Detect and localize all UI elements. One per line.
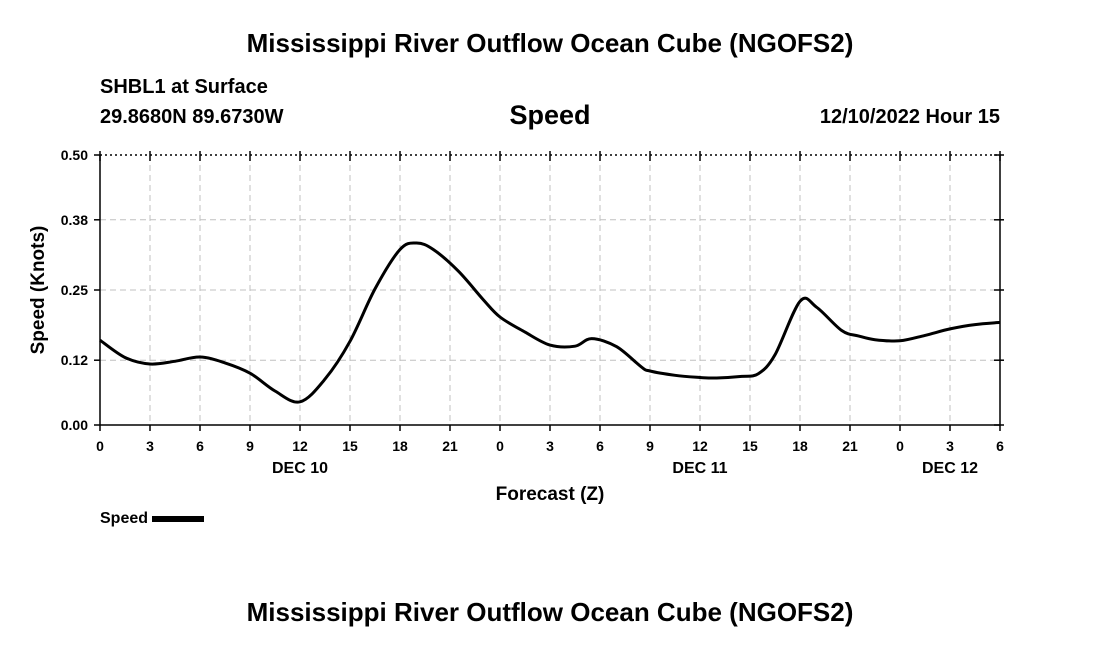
footer-title: Mississippi River Outflow Ocean Cube (NG… bbox=[246, 597, 854, 627]
x-date-label: DEC 12 bbox=[922, 460, 978, 477]
x-tick-label: 21 bbox=[842, 438, 858, 454]
x-tick-label: 21 bbox=[442, 438, 458, 454]
x-tick-label: 18 bbox=[792, 438, 808, 454]
x-tick-label: 3 bbox=[546, 438, 554, 454]
x-tick-label: 6 bbox=[996, 438, 1004, 454]
y-tick-label: 0.00 bbox=[61, 417, 88, 433]
x-tick-label: 12 bbox=[292, 438, 308, 454]
x-tick-label: 6 bbox=[196, 438, 204, 454]
x-tick-label: 12 bbox=[692, 438, 708, 454]
x-axis-title: Forecast (Z) bbox=[496, 484, 605, 505]
legend: Speed bbox=[100, 510, 205, 528]
x-tick-label: 0 bbox=[496, 438, 504, 454]
station-label: SHBL1 at Surface bbox=[100, 76, 268, 98]
x-tick-label: 15 bbox=[342, 438, 358, 454]
x-date-label: DEC 11 bbox=[672, 460, 727, 477]
x-tick-label: 3 bbox=[946, 438, 954, 454]
coordinates-label: 29.8680N 89.6730W bbox=[100, 106, 284, 128]
x-tick-label: 3 bbox=[146, 438, 154, 454]
y-axis-title: Speed (Knots) bbox=[28, 226, 49, 355]
y-tick-label: 0.25 bbox=[61, 282, 88, 298]
x-date-label: DEC 10 bbox=[272, 460, 328, 477]
x-tick-label: 0 bbox=[896, 438, 904, 454]
legend-line-swatch bbox=[152, 516, 205, 522]
x-tick-label: 18 bbox=[392, 438, 408, 454]
speed-series-line bbox=[99, 241, 1001, 404]
x-tick-label: 9 bbox=[246, 438, 254, 454]
chart-title: Speed bbox=[509, 100, 591, 130]
datetime-label: 12/10/2022 Hour 15 bbox=[819, 106, 1000, 128]
y-tick-label: 0.38 bbox=[61, 212, 88, 228]
legend-label: Speed bbox=[100, 510, 149, 527]
x-tick-label: 15 bbox=[742, 438, 758, 454]
x-tick-label: 0 bbox=[96, 438, 104, 454]
y-tick-label: 0.12 bbox=[61, 352, 88, 368]
x-tick-label: 6 bbox=[596, 438, 604, 454]
page-title: Mississippi River Outflow Ocean Cube (NG… bbox=[246, 28, 854, 58]
x-tick-label: 9 bbox=[646, 438, 654, 454]
y-tick-label: 0.50 bbox=[61, 147, 88, 163]
